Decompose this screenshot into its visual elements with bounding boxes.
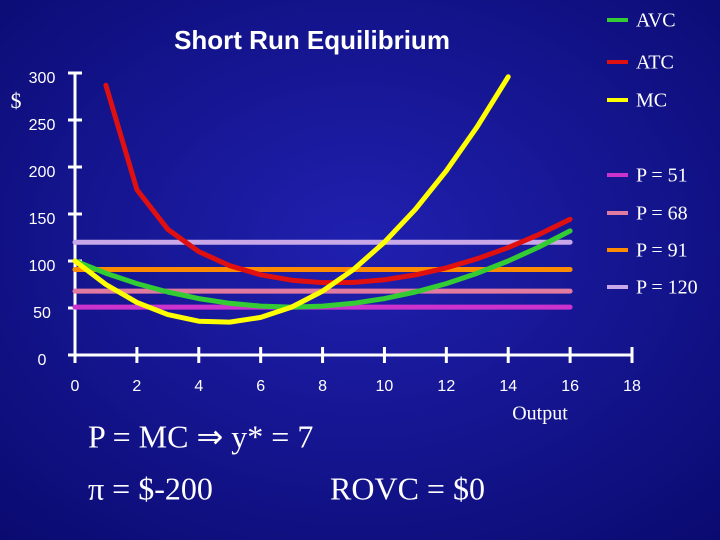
series-line xyxy=(72,228,573,310)
annotation: P = MC ⇒ y* = 7 xyxy=(88,418,313,454)
annotation: ROVC = $0 xyxy=(330,470,485,506)
x-tick-label: 14 xyxy=(499,378,517,395)
y-tick-label: 200 xyxy=(29,164,56,181)
y-tick-label: 300 xyxy=(29,70,56,87)
x-tick-label: 4 xyxy=(194,378,203,395)
x-tick-label: 10 xyxy=(376,378,394,395)
y-axis-label: $ xyxy=(11,88,22,113)
legend-label: AVC xyxy=(636,10,676,32)
x-tick-label: 16 xyxy=(561,378,579,395)
x-tick-label: 0 xyxy=(71,378,80,395)
annotation: π = $-200 xyxy=(88,470,213,506)
y-tick-label: 150 xyxy=(29,211,56,228)
legend-label: P = 120 xyxy=(636,277,698,299)
y-tick-label: 0 xyxy=(38,352,47,369)
legend-label: MC xyxy=(636,90,667,112)
x-axis-label: Output xyxy=(512,403,568,425)
legend-label: P = 68 xyxy=(636,203,688,225)
y-tick-label: 100 xyxy=(29,258,56,275)
x-tick-label: 2 xyxy=(132,378,141,395)
legend-label: ATC xyxy=(636,52,674,74)
y-tick-label: 250 xyxy=(29,117,56,134)
series-line xyxy=(72,74,511,325)
x-tick-label: 18 xyxy=(623,378,641,395)
x-tick-label: 6 xyxy=(256,378,265,395)
legend-label: P = 51 xyxy=(636,165,688,187)
x-tick-label: 12 xyxy=(437,378,455,395)
x-tick-label: 8 xyxy=(318,378,327,395)
legend-label: P = 91 xyxy=(636,240,688,262)
y-tick-label: 50 xyxy=(33,305,51,322)
chart-title: Short Run Equilibrium xyxy=(174,25,450,55)
